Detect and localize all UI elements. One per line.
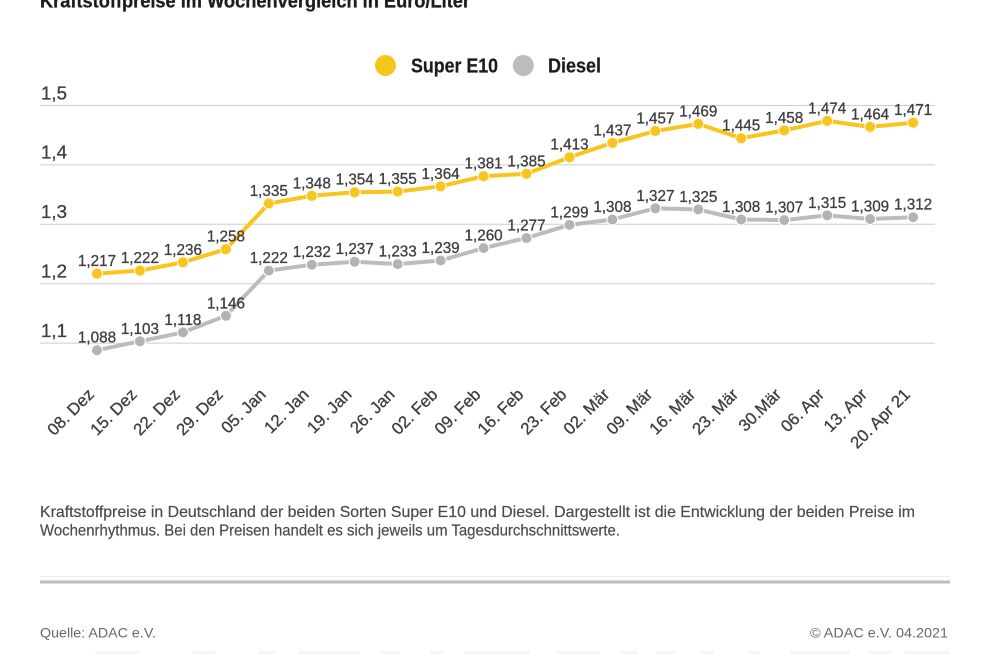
- svg-text:Quelle: ADAC e.V.: Quelle: ADAC e.V.: [40, 625, 156, 641]
- svg-text:1,222: 1,222: [121, 250, 159, 267]
- svg-text:1,458: 1,458: [765, 110, 803, 127]
- svg-text:1,103: 1,103: [121, 321, 159, 338]
- svg-text:1,325: 1,325: [679, 189, 717, 206]
- svg-text:1,237: 1,237: [336, 241, 374, 258]
- svg-text:1,308: 1,308: [722, 199, 760, 216]
- svg-text:1,457: 1,457: [636, 111, 674, 128]
- svg-text:1,464: 1,464: [851, 106, 890, 123]
- svg-text:15. Dez: 15. Dez: [86, 385, 140, 439]
- svg-text:1,308: 1,308: [593, 199, 631, 216]
- svg-text:29. Dez: 29. Dez: [172, 385, 226, 439]
- svg-text:1,2: 1,2: [41, 261, 67, 282]
- svg-text:1,222: 1,222: [250, 250, 288, 267]
- svg-text:1,474: 1,474: [808, 100, 847, 117]
- svg-text:1,309: 1,309: [851, 199, 889, 216]
- svg-text:Wochenrhythmus. Bei den Preise: Wochenrhythmus. Bei den Preisen handelt …: [40, 523, 620, 540]
- svg-text:1,469: 1,469: [679, 103, 717, 120]
- svg-text:1,236: 1,236: [164, 242, 202, 259]
- svg-text:1,335: 1,335: [250, 183, 288, 200]
- svg-text:1,312: 1,312: [894, 197, 932, 214]
- svg-text:Kraftstoffpreise in Deutschlan: Kraftstoffpreise in Deutschland der beid…: [40, 504, 915, 521]
- svg-text:30.Mär: 30.Mär: [735, 385, 786, 436]
- svg-text:05. Jan: 05. Jan: [217, 385, 269, 437]
- svg-text:02. Mär: 02. Mär: [560, 385, 614, 439]
- svg-text:16. Feb: 16. Feb: [474, 385, 528, 439]
- svg-text:1,437: 1,437: [593, 122, 631, 139]
- svg-text:06. Apr: 06. Apr: [777, 385, 828, 436]
- svg-text:1,299: 1,299: [550, 204, 588, 221]
- svg-text:1,355: 1,355: [379, 171, 417, 188]
- svg-text:1,258: 1,258: [207, 229, 245, 246]
- svg-text:1,385: 1,385: [507, 153, 545, 170]
- svg-text:1,088: 1,088: [78, 330, 116, 347]
- svg-text:22. Dez: 22. Dez: [129, 385, 183, 439]
- svg-text:1,217: 1,217: [78, 253, 116, 270]
- svg-text:1,445: 1,445: [722, 118, 760, 135]
- svg-text:1,118: 1,118: [164, 312, 201, 329]
- svg-text:1,315: 1,315: [808, 195, 846, 212]
- svg-text:08. Dez: 08. Dez: [44, 385, 98, 439]
- svg-text:1,239: 1,239: [422, 240, 460, 257]
- svg-text:09. Mär: 09. Mär: [603, 385, 657, 439]
- svg-text:23. Mär: 23. Mär: [688, 385, 742, 439]
- svg-text:1,4: 1,4: [41, 142, 67, 163]
- svg-text:© ADAC e.V. 04.2021: © ADAC e.V. 04.2021: [810, 625, 948, 641]
- svg-text:1,1: 1,1: [41, 320, 67, 341]
- svg-text:02. Feb: 02. Feb: [388, 385, 442, 439]
- svg-text:12. Jan: 12. Jan: [260, 385, 312, 437]
- svg-text:1,260: 1,260: [465, 228, 503, 245]
- svg-text:1,233: 1,233: [379, 244, 417, 261]
- svg-text:1,413: 1,413: [550, 137, 588, 154]
- svg-text:1,232: 1,232: [293, 244, 331, 261]
- svg-text:Diesel: Diesel: [548, 56, 601, 78]
- svg-text:Super E10: Super E10: [411, 56, 498, 78]
- svg-text:1,327: 1,327: [636, 188, 674, 205]
- svg-text:09. Feb: 09. Feb: [431, 385, 485, 439]
- svg-text:1,3: 1,3: [41, 201, 67, 222]
- svg-text:1,277: 1,277: [507, 218, 545, 235]
- svg-text:1,348: 1,348: [293, 175, 331, 192]
- svg-text:1,471: 1,471: [894, 102, 932, 119]
- svg-text:1,307: 1,307: [765, 200, 803, 217]
- svg-text:23. Feb: 23. Feb: [517, 385, 571, 439]
- svg-text:1,5: 1,5: [41, 82, 67, 103]
- svg-text:1,354: 1,354: [336, 172, 375, 189]
- svg-text:1,364: 1,364: [422, 166, 461, 183]
- svg-text:Kraftstoffpreise im Wochenverg: Kraftstoffpreise im Wochenvergleich in E…: [40, 0, 471, 13]
- svg-text:19. Jan: 19. Jan: [303, 385, 355, 437]
- svg-text:1,146: 1,146: [207, 295, 245, 312]
- svg-text:1,381: 1,381: [465, 156, 503, 173]
- svg-text:26. Jan: 26. Jan: [346, 385, 398, 437]
- svg-text:16. Mär: 16. Mär: [646, 385, 700, 439]
